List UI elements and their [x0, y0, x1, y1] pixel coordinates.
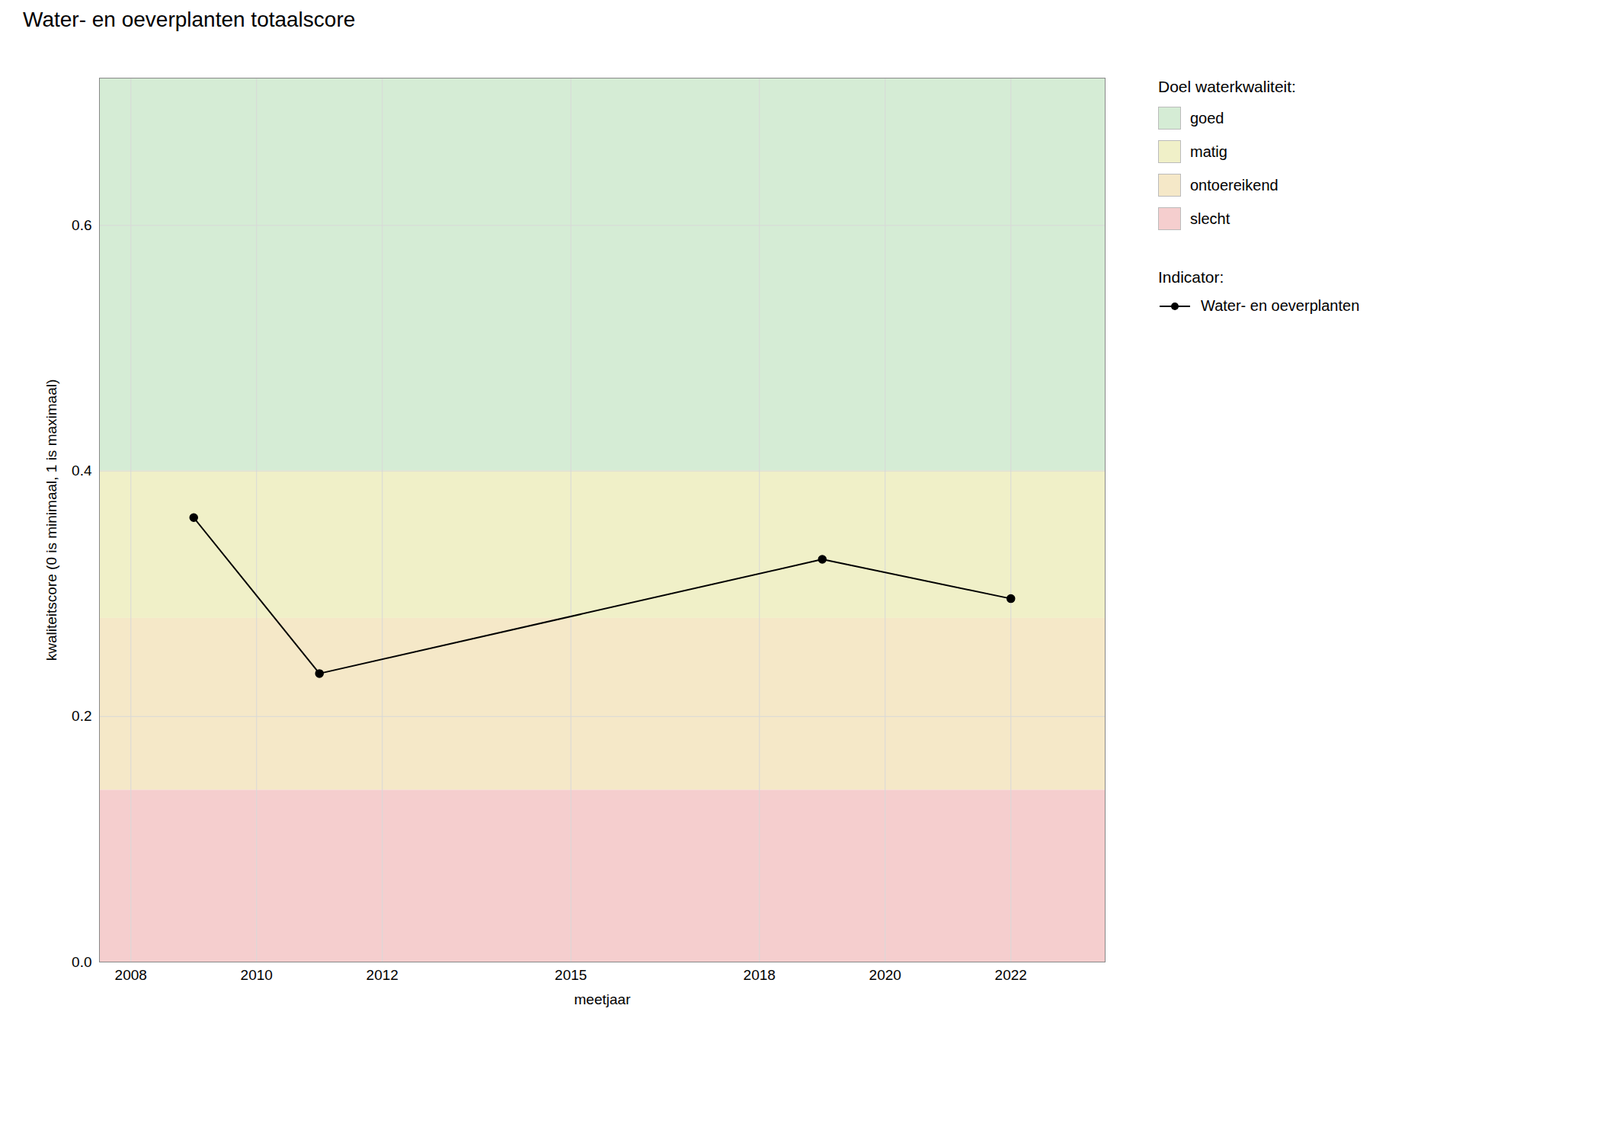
html-text:goed: goed — [1190, 109, 1224, 127]
svg-text:0.4: 0.4 — [71, 462, 93, 479]
html-text:Indicator:: Indicator: — [1158, 268, 1224, 286]
svg-text:2012: 2012 — [366, 966, 399, 983]
svg-text:0.2: 0.2 — [71, 707, 92, 724]
svg-text:0.0: 0.0 — [71, 953, 92, 970]
svg-text:2018: 2018 — [743, 966, 776, 983]
svg-text:2015: 2015 — [554, 966, 587, 983]
html-text:Water- en oeverplanten: Water- en oeverplanten — [1200, 297, 1360, 314]
svg-text:2020: 2020 — [869, 966, 902, 983]
html-text:slecht: slecht — [1190, 209, 1230, 227]
svg-text:2022: 2022 — [995, 966, 1028, 983]
svg-text:0.6: 0.6 — [71, 217, 92, 234]
svg-text:kwaliteitscore (0 is minimaal,: kwaliteitscore (0 is minimaal, 1 is maxi… — [43, 379, 60, 662]
svg-text:meetjaar: meetjaar — [574, 991, 632, 1008]
svg-text:2008: 2008 — [115, 966, 148, 983]
html-text:ontoereikend: ontoereikend — [1190, 176, 1279, 194]
html-text:Doel waterkwaliteit:: Doel waterkwaliteit: — [1158, 77, 1296, 96]
html-text:Water- en oeverplanten totaals: Water- en oeverplanten totaalscore — [22, 7, 356, 32]
svg-text:2010: 2010 — [240, 966, 273, 983]
html-text:matig: matig — [1190, 142, 1228, 160]
